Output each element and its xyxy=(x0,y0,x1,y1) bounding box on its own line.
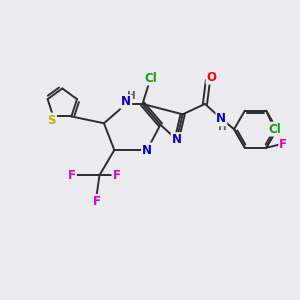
Text: N: N xyxy=(172,133,182,146)
Text: F: F xyxy=(113,169,121,182)
Text: Cl: Cl xyxy=(269,123,281,136)
Text: Cl: Cl xyxy=(145,72,157,85)
Text: H: H xyxy=(127,91,136,100)
Text: N: N xyxy=(216,112,226,125)
Text: S: S xyxy=(47,113,56,127)
Text: F: F xyxy=(279,138,287,151)
Text: F: F xyxy=(92,195,101,208)
Text: O: O xyxy=(206,71,217,84)
Text: F: F xyxy=(68,169,76,182)
Text: N: N xyxy=(121,95,131,108)
Text: H: H xyxy=(218,122,227,132)
Text: N: N xyxy=(142,143,152,157)
